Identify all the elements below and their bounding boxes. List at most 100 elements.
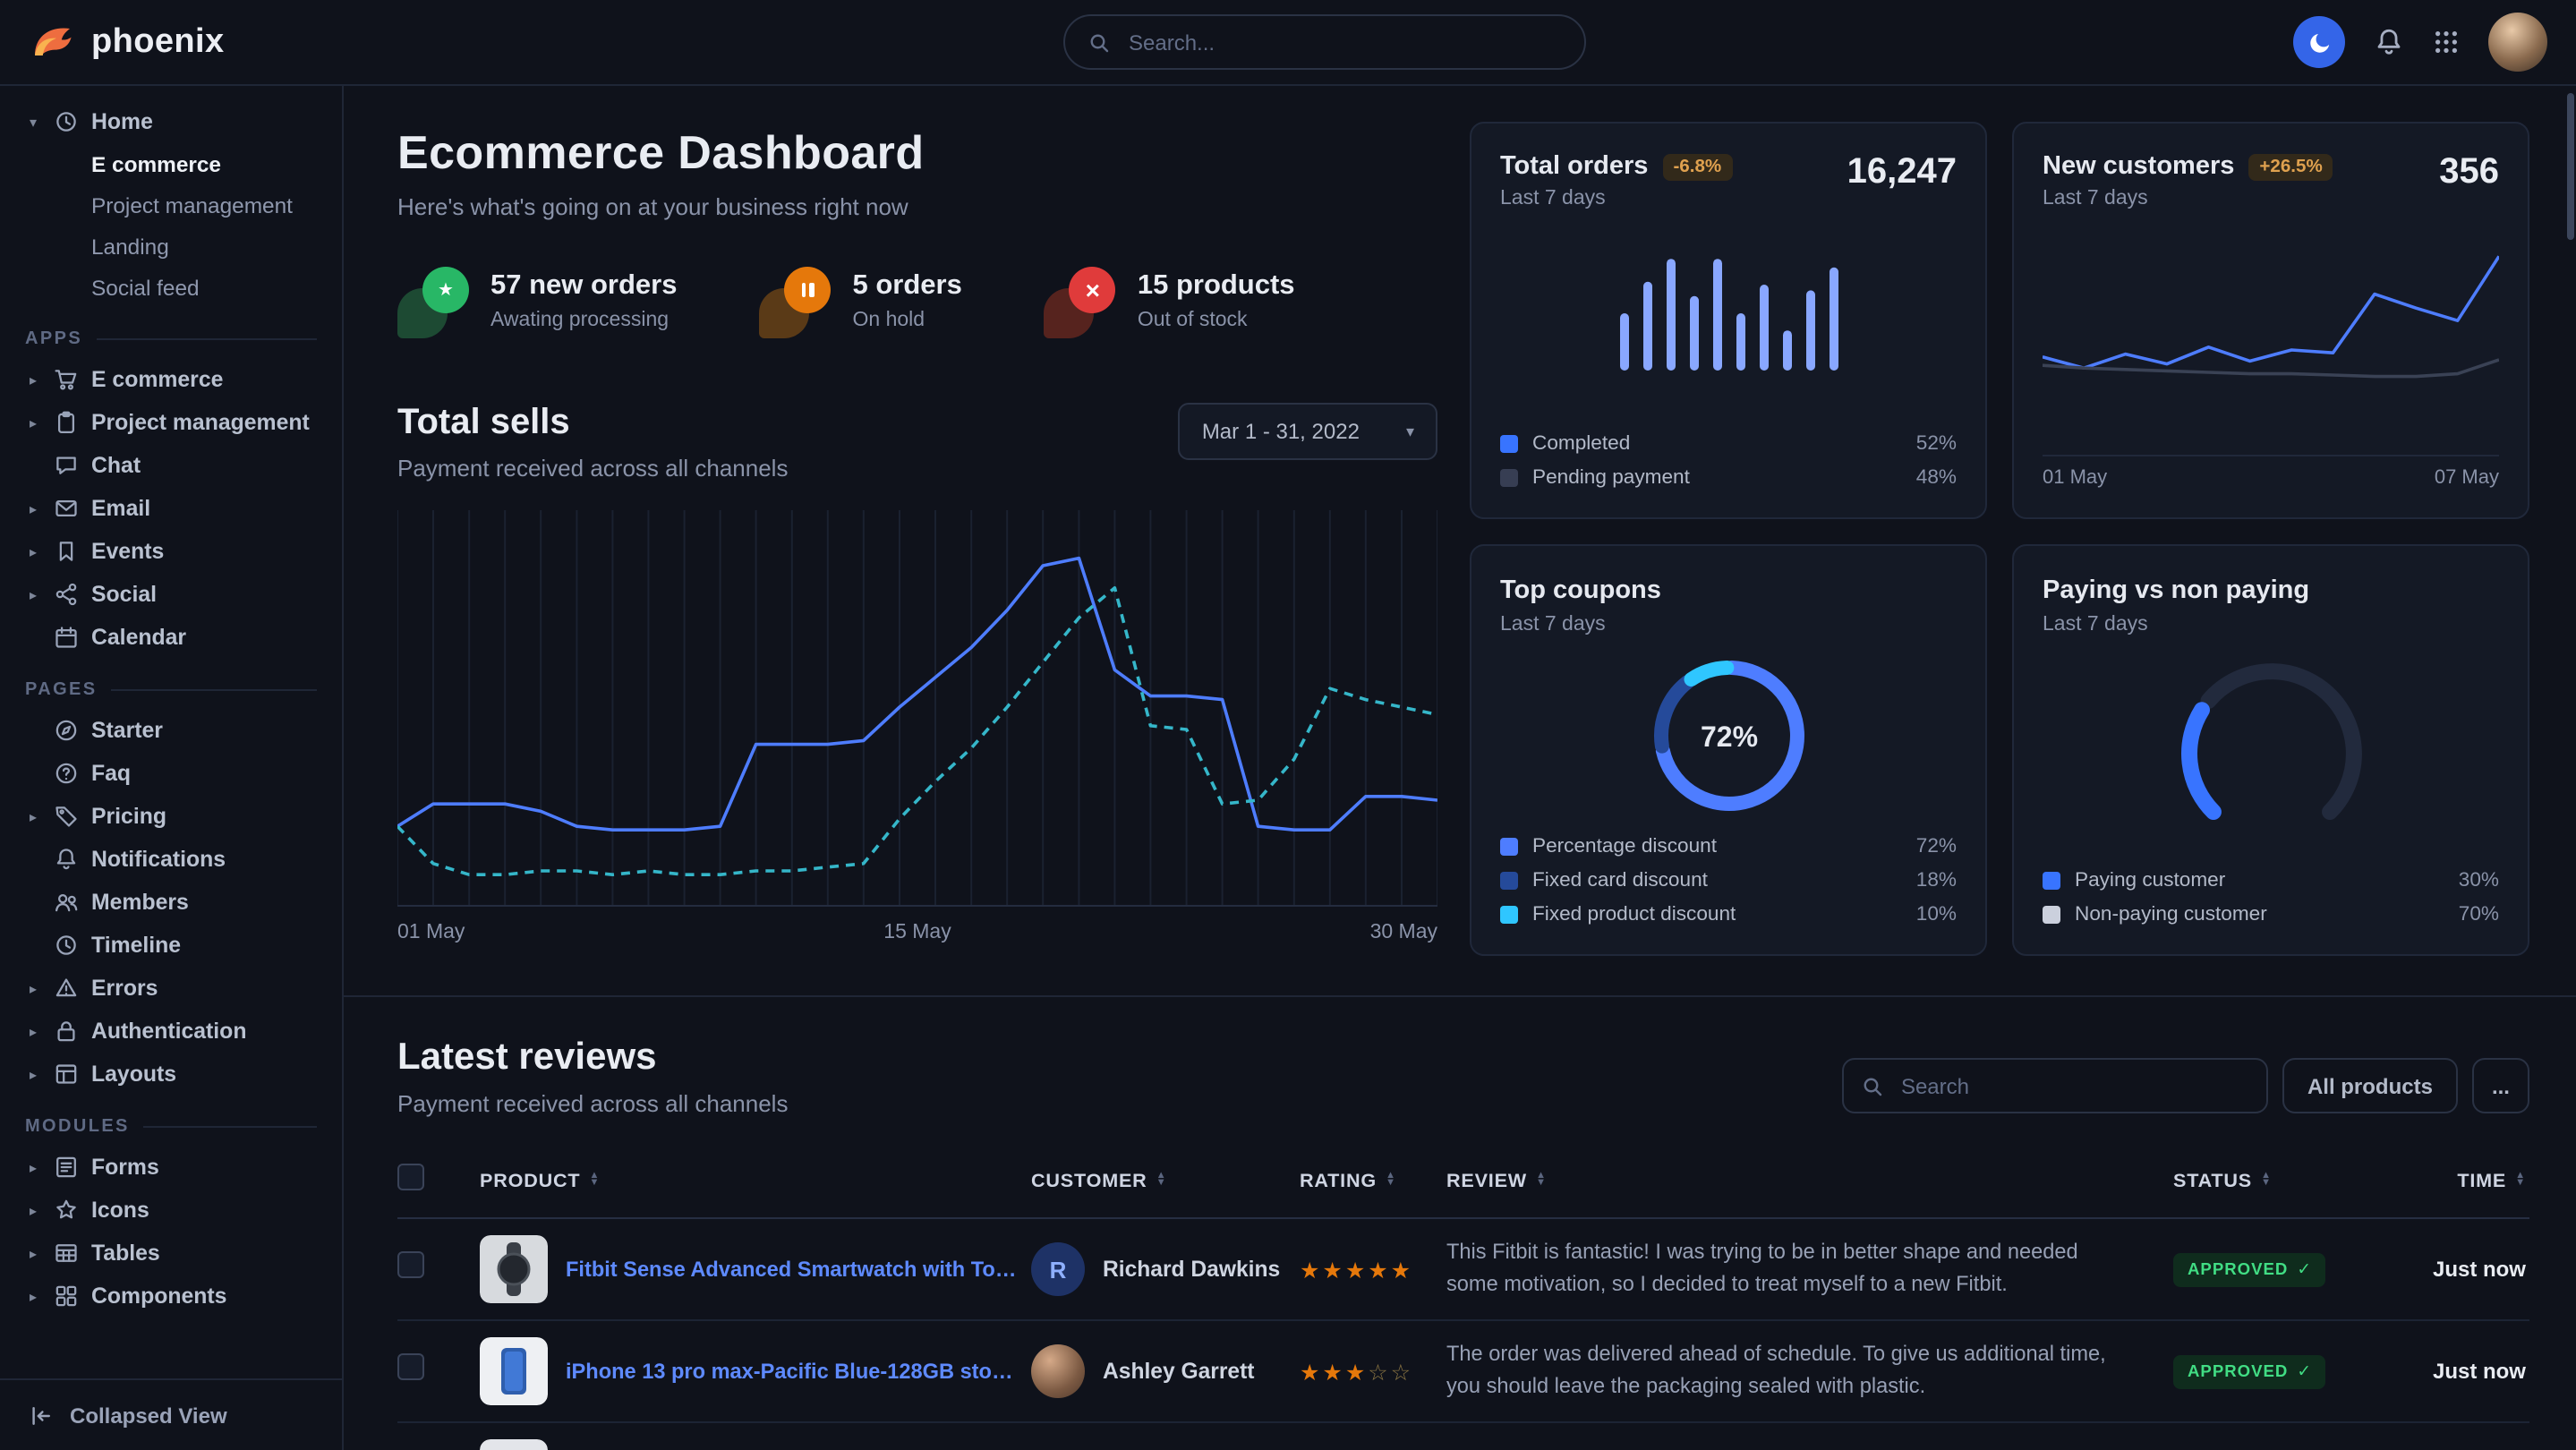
table-row-partial[interactable] — [397, 1423, 2529, 1450]
user-avatar[interactable] — [2488, 13, 2547, 72]
table-row[interactable]: iPhone 13 pro max-Pacific Blue-128GB sto… — [397, 1321, 2529, 1423]
total-sells-subtitle: Payment received across all channels — [397, 455, 789, 482]
sidebar-item-e-commerce[interactable]: ▸ E commerce — [25, 358, 317, 401]
sidebar-item-email[interactable]: ▸ Email — [25, 487, 317, 530]
table-row[interactable]: Fitbit Sense Advanced Smartwatch with To… — [397, 1219, 2529, 1321]
product-link[interactable]: Fitbit Sense Advanced Smartwatch with To… — [566, 1257, 1020, 1282]
check-icon: ✓ — [2297, 1259, 2312, 1278]
theme-toggle-button[interactable] — [2293, 16, 2345, 68]
top-coupons-legend: Percentage discount 72% Fixed card discoun… — [1500, 836, 1957, 925]
sidebar-item-label: Home — [91, 109, 153, 134]
sidebar-item-members[interactable]: Members — [25, 881, 317, 924]
sidebar-item-icons[interactable]: ▸ Icons — [25, 1189, 317, 1232]
legend-value: 70% — [2458, 904, 2499, 925]
sidebar-item-home[interactable]: ▾ Home — [25, 100, 317, 143]
collapsed-view-toggle[interactable]: Collapsed View — [0, 1378, 342, 1450]
sidebar-item-social-feed[interactable]: Social feed — [91, 275, 200, 300]
search-icon — [1862, 1075, 1883, 1096]
new-customers-card: New customers +26.5% Last 7 days 356 01 … — [2012, 122, 2529, 519]
card-period: Last 7 days — [1500, 188, 1606, 209]
column-header-product[interactable]: PRODUCT ▲ ▼ — [480, 1171, 601, 1192]
legend-label: Non-paying customer — [2075, 904, 2267, 925]
row-checkbox[interactable] — [397, 1353, 424, 1380]
card-period: Last 7 days — [1500, 614, 1606, 635]
sidebar-item-label: Authentication — [91, 1019, 247, 1044]
legend-value: 18% — [1915, 870, 1957, 891]
sidebar-item-chat[interactable]: Chat — [25, 444, 317, 487]
caret-right-icon: ▸ — [29, 1202, 37, 1218]
total-orders-card: Total orders -6.8% Last 7 days 16,247 Co… — [1470, 122, 1987, 519]
card-title: Top coupons — [1500, 576, 1661, 605]
caret-right-icon: ▸ — [29, 1245, 37, 1261]
sidebar-item-label: Chat — [91, 453, 141, 478]
date-range-select[interactable]: Mar 1 - 31, 2022 ▾ — [1178, 403, 1437, 460]
collapse-icon — [29, 1403, 54, 1428]
paying-gauge-chart — [2128, 643, 2414, 843]
all-products-button[interactable]: All products — [2282, 1058, 2458, 1113]
delta-badge: +26.5% — [2248, 153, 2333, 180]
sidebar-item-forms[interactable]: ▸ Forms — [25, 1146, 317, 1189]
column-header-review[interactable]: REVIEW ▲ ▼ — [1446, 1171, 1547, 1192]
brand-logo[interactable]: phoenix — [29, 19, 354, 65]
table-header: PRODUCT ▲ ▼ CUSTOMER ▲ ▼ RATING ▲ ▼ REVIEW ▲ ▼ STATU… — [397, 1149, 2529, 1219]
sidebar-item-timeline[interactable]: Timeline — [25, 924, 317, 967]
sidebar-item-layouts[interactable]: ▸ Layouts — [25, 1053, 317, 1096]
staricon-icon — [54, 1198, 79, 1223]
sidebar-item-faq[interactable]: Faq — [25, 752, 317, 795]
stat-sub: On hold — [852, 310, 925, 331]
row-checkbox[interactable] — [397, 1251, 424, 1278]
sidebar-item-errors[interactable]: ▸ Errors — [25, 967, 317, 1010]
sidebar-item-landing[interactable]: Landing — [91, 234, 169, 259]
page-title: Ecommerce Dashboard — [397, 125, 925, 179]
customer-name: Ashley Garrett — [1103, 1359, 1255, 1384]
customer-avatar — [1031, 1344, 1085, 1398]
sidebar-item-components[interactable]: ▸ Components — [25, 1275, 317, 1318]
notifications-bell-icon[interactable] — [2374, 27, 2404, 57]
column-header-customer[interactable]: CUSTOMER ▲ ▼ — [1031, 1171, 1167, 1192]
column-header-time[interactable]: TIME ▲ ▼ — [2457, 1171, 2526, 1192]
sidebar-item-project-management[interactable]: Project management — [91, 192, 293, 218]
sidebar-item-calendar[interactable]: Calendar — [25, 616, 317, 659]
sidebar-item-e-commerce[interactable]: E commerce — [91, 151, 221, 176]
top-coupons-donut-chart: 72% — [1642, 650, 1814, 822]
total-orders-legend-item: Completed 52% — [1500, 433, 1957, 455]
legend-swatch — [1500, 906, 1518, 924]
sidebar-item-events[interactable]: ▸ Events — [25, 530, 317, 573]
new-customers-value: 356 — [2439, 152, 2499, 192]
caret-down-icon: ▾ — [29, 114, 37, 130]
review-text: The order was delivered ahead of schedul… — [1446, 1341, 2106, 1398]
sidebar-item-notifications[interactable]: Notifications — [25, 838, 317, 881]
scrollbar-thumb[interactable] — [2567, 93, 2574, 240]
clock-icon — [54, 933, 79, 958]
sidebar-item-pricing[interactable]: ▸ Pricing — [25, 795, 317, 838]
product-link[interactable]: iPhone 13 pro max-Pacific Blue-128GB sto… — [566, 1359, 1020, 1384]
sidebar-item-starter[interactable]: Starter — [25, 709, 317, 752]
pause-icon — [759, 267, 832, 338]
sidebar-item-tables[interactable]: ▸ Tables — [25, 1232, 317, 1275]
reviews-search-input[interactable] — [1897, 1071, 2248, 1100]
paying-legend: Paying customer 30% Non-paying customer 70% — [2043, 870, 2499, 925]
sidebar-item-authentication[interactable]: ▸ Authentication — [25, 1010, 317, 1053]
total-orders-legend-item: Pending payment 48% — [1500, 467, 1957, 489]
column-header-status[interactable]: STATUS ▲ ▼ — [2173, 1171, 2272, 1192]
cart-icon — [54, 367, 79, 392]
card-period: Last 7 days — [2043, 614, 2148, 635]
reviews-table: PRODUCT ▲ ▼ CUSTOMER ▲ ▼ RATING ▲ ▼ REVIEW ▲ ▼ STATU… — [397, 1149, 2529, 1450]
sidebar-item-social[interactable]: ▸ Social — [25, 573, 317, 616]
sidebar-item-label: Starter — [91, 718, 163, 743]
sidebar-item-label: Members — [91, 890, 189, 915]
column-header-rating[interactable]: RATING ▲ ▼ — [1300, 1171, 1396, 1192]
collapsed-view-label: Collapsed View — [70, 1403, 227, 1428]
sidebar-item-project-management[interactable]: ▸ Project management — [25, 401, 317, 444]
select-all-checkbox[interactable] — [397, 1164, 424, 1190]
caret-right-icon: ▸ — [29, 1288, 37, 1304]
reviews-search[interactable] — [1841, 1058, 2268, 1113]
global-search[interactable] — [1062, 14, 1585, 70]
more-options-button[interactable]: ... — [2471, 1058, 2529, 1113]
rating-stars: ★★★★★ — [1300, 1258, 1414, 1283]
sort-icon: ▲ ▼ — [2260, 1171, 2272, 1189]
apps-grid-icon[interactable] — [2433, 29, 2460, 55]
search-icon — [1088, 31, 1109, 53]
global-search-input[interactable] — [1125, 28, 1560, 56]
